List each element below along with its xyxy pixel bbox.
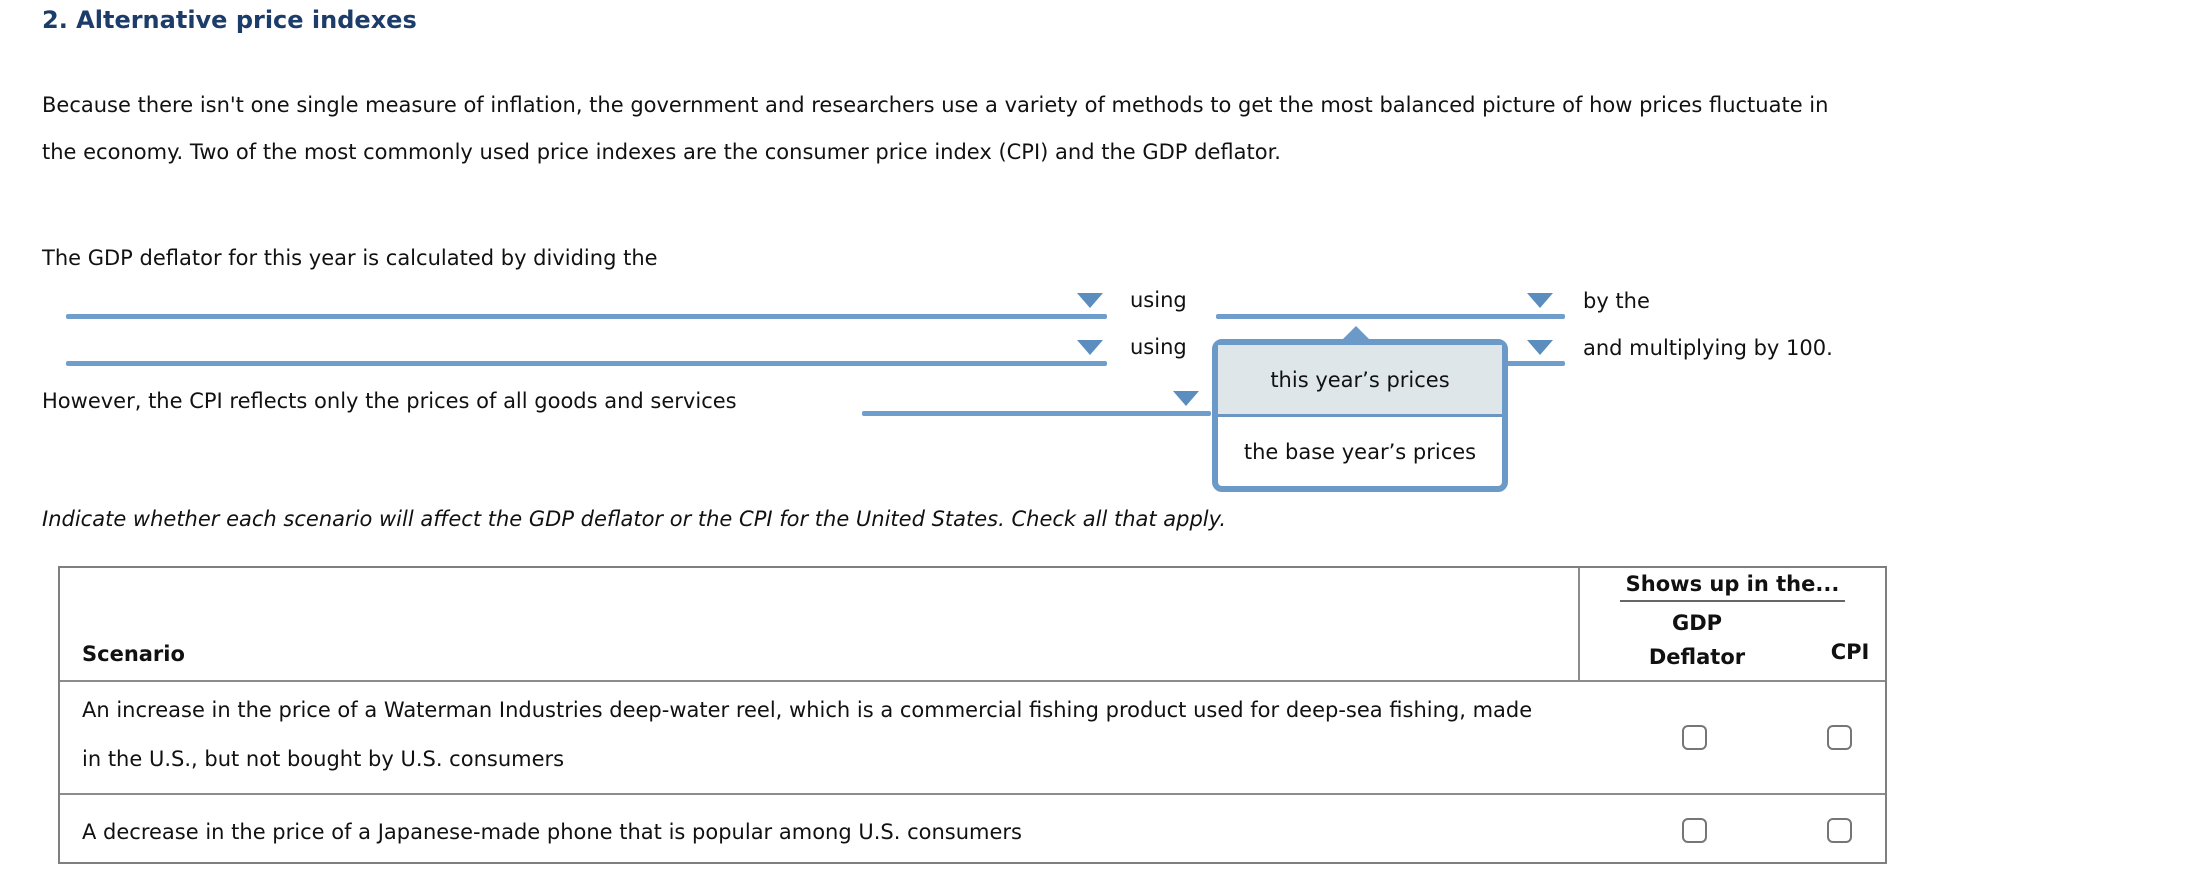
gdp-denominator-dropdown[interactable] [66, 339, 1107, 366]
menu-divider [1218, 414, 1502, 417]
instruction-text: Indicate whether each scenario will affe… [42, 507, 1227, 531]
row2-gdp-deflator-checkbox[interactable] [1682, 818, 1707, 843]
gdp-deflator-sentence: The GDP deflator for this year is calcul… [42, 246, 658, 270]
dropdown-blank-line[interactable] [1216, 314, 1565, 319]
menu-option-base-year[interactable]: the base year’s prices [1218, 417, 1502, 486]
chevron-down-icon[interactable] [1527, 293, 1553, 308]
row1-cpi-checkbox[interactable] [1827, 725, 1852, 750]
chevron-down-icon[interactable] [1527, 340, 1553, 355]
gdp-deflator-column-header: GDP Deflator [1622, 606, 1772, 674]
dropdown-blank-line[interactable] [66, 361, 1107, 366]
scenario-row-2-text: A decrease in the price of a Japanese-ma… [82, 820, 1022, 844]
row2-cpi-checkbox[interactable] [1827, 818, 1852, 843]
chevron-down-icon[interactable] [1077, 293, 1103, 308]
cpi-goods-dropdown[interactable] [862, 389, 1211, 416]
price-options-menu: this year’s prices the base year’s price… [1212, 339, 1508, 492]
scenario-column-header: Scenario [82, 642, 185, 666]
scenario-table: Scenario Shows up in the... GDP Deflator… [58, 566, 1887, 864]
page-title: 2. Alternative price indexes [42, 6, 417, 34]
gdp-header-line1: GDP [1671, 611, 1723, 635]
shows-up-header: Shows up in the... [1578, 572, 1887, 602]
shows-up-header-label: Shows up in the... [1619, 572, 1846, 602]
using-label-2: using [1130, 335, 1187, 359]
gdp-numerator-dropdown[interactable] [66, 292, 1107, 319]
multiply-label: and multiplying by 100. [1583, 336, 1833, 360]
row-divider [60, 793, 1885, 795]
header-vertical-divider [1578, 568, 1580, 680]
chevron-down-icon[interactable] [1077, 340, 1103, 355]
chevron-down-icon[interactable] [1173, 391, 1199, 406]
cpi-sentence: However, the CPI reflects only the price… [42, 389, 737, 413]
scenario-row-1-text: An increase in the price of a Waterman I… [82, 698, 1533, 771]
menu-option-label: the base year’s prices [1243, 439, 1477, 464]
menu-option-label: this year’s prices [1270, 367, 1450, 392]
row1-gdp-deflator-checkbox[interactable] [1682, 725, 1707, 750]
intro-paragraph: Because there isn't one single measure o… [42, 93, 1829, 164]
using-label-1: using [1130, 288, 1187, 312]
gdp-numerator-prices-dropdown[interactable] [1216, 292, 1565, 319]
header-divider [60, 680, 1885, 682]
dropdown-blank-line[interactable] [862, 411, 1211, 416]
dropdown-blank-line[interactable] [66, 314, 1107, 319]
gdp-header-line2: Deflator [1648, 645, 1746, 669]
by-the-label: by the [1583, 289, 1650, 313]
cpi-column-header: CPI [1830, 640, 1870, 664]
menu-option-this-year[interactable]: this year’s prices [1218, 345, 1502, 414]
chevron-up-notch-icon [1341, 326, 1371, 341]
